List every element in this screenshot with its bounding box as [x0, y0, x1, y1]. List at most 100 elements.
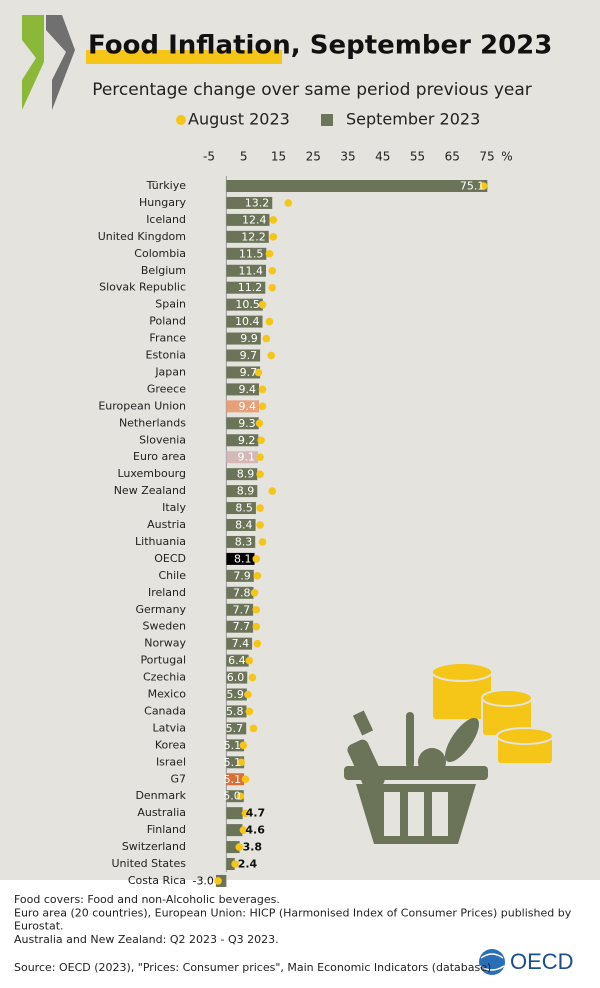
- y-tick-label: Estonia: [146, 349, 187, 362]
- dot: [237, 758, 246, 767]
- y-tick-label: Portugal: [140, 654, 186, 667]
- y-tick-label: G7: [170, 772, 186, 785]
- logo-chevron: [46, 15, 75, 110]
- bar: [226, 824, 243, 837]
- value-label: 5.7: [226, 722, 244, 735]
- logo-globe-lines: [479, 953, 505, 971]
- dot: [256, 504, 264, 512]
- value-label: 8.9: [237, 468, 255, 481]
- bar: [226, 451, 258, 464]
- y-tick-label: Norway: [144, 637, 186, 650]
- value-label: 8.4: [235, 519, 253, 532]
- y-tick-label: Greece: [147, 382, 186, 395]
- value-label: 9.7: [240, 366, 258, 379]
- dot: [236, 792, 245, 800]
- dot: [267, 351, 276, 360]
- bar: [226, 366, 261, 379]
- dot: [262, 334, 271, 343]
- value-label: 8.1: [234, 552, 252, 565]
- y-tick-label: Luxembourg: [117, 467, 186, 480]
- x-unit: %: [501, 150, 512, 164]
- bar: [226, 552, 255, 565]
- y-tick-label: Netherlands: [119, 416, 186, 429]
- y-tick-label: Spain: [155, 298, 186, 311]
- x-tick-label: 15: [271, 150, 286, 164]
- dot: [245, 656, 254, 665]
- value-label: 9.1: [237, 451, 255, 464]
- title-highlight: [86, 50, 282, 64]
- bar: [226, 654, 249, 667]
- dot: [252, 622, 261, 631]
- dot: [239, 826, 248, 834]
- y-tick-label: OECD: [154, 552, 186, 565]
- value-label: 9.9: [240, 332, 258, 345]
- y-tick-label: Italy: [162, 501, 186, 514]
- y-tick-label: Austria: [147, 518, 186, 531]
- bar: [226, 180, 488, 192]
- value-label: 5.1: [224, 773, 242, 786]
- y-tick-label: France: [149, 332, 186, 345]
- dot: [214, 877, 222, 885]
- x-tick-label: 75: [479, 150, 494, 164]
- dot: [268, 266, 277, 275]
- value-label: 9.7: [240, 349, 258, 362]
- dot: [258, 385, 267, 394]
- y-tick-label: Latvia: [153, 721, 187, 734]
- y-tick-label: Mexico: [148, 688, 187, 701]
- bar: [226, 722, 247, 735]
- y-tick-label: Hungary: [139, 196, 186, 209]
- value-label: 9.2: [238, 434, 256, 447]
- value-label: 9.4: [239, 383, 257, 396]
- bar: [226, 841, 240, 854]
- value-label: 7.7: [233, 620, 251, 633]
- y-tick-label: Colombia: [134, 247, 186, 260]
- bar: [226, 807, 243, 820]
- value-label: 4.7: [246, 807, 266, 820]
- y-tick-label: Belgium: [141, 264, 186, 277]
- value-label: 3.8: [243, 841, 263, 854]
- dot: [241, 809, 250, 817]
- y-tick-label: Finland: [147, 823, 186, 836]
- chart-subtitle: Percentage change over same period previ…: [92, 80, 532, 100]
- value-label: 4.6: [245, 824, 265, 837]
- dot: [248, 673, 257, 682]
- value-label: 8.9: [237, 485, 255, 498]
- x-tick-label: 45: [375, 150, 390, 164]
- value-label: 12.4: [242, 213, 267, 226]
- x-tick-label: 55: [410, 150, 425, 164]
- legend-swatch: [176, 115, 186, 125]
- dot: [245, 707, 254, 716]
- dot: [284, 199, 293, 207]
- x-tick-label: -5: [203, 150, 215, 164]
- y-tick-label: Czechia: [143, 671, 186, 684]
- value-label: 5.0: [223, 790, 241, 803]
- chart-title: Food Inflation, September 2023: [88, 31, 552, 61]
- y-tick-label: Chile: [158, 569, 186, 582]
- bar: [226, 434, 259, 447]
- bar: [226, 535, 256, 548]
- value-label: 7.7: [233, 603, 251, 616]
- y-tick-label: Poland: [149, 315, 186, 328]
- dot: [255, 419, 264, 428]
- dot: [258, 538, 267, 546]
- bar: [226, 773, 245, 786]
- y-tick-label: Ireland: [148, 586, 186, 599]
- bar: [226, 298, 263, 311]
- value-label: 5.9: [226, 688, 244, 701]
- dot: [268, 283, 277, 292]
- value-label: 8.5: [235, 502, 253, 515]
- value-label: 6.4: [228, 654, 246, 667]
- bar: [226, 519, 256, 531]
- bar: [226, 502, 256, 515]
- dot: [258, 402, 267, 411]
- dot: [269, 233, 278, 241]
- value-label: -3.0: [192, 874, 213, 887]
- y-tick-label: Denmark: [135, 789, 186, 802]
- value-label: 13.2: [245, 196, 270, 209]
- y-tick-label: Switzerland: [122, 840, 186, 853]
- y-tick-label: Türkiye: [146, 179, 187, 192]
- bar: [226, 858, 235, 870]
- bar: [226, 230, 269, 243]
- value-label: 6.0: [227, 671, 245, 684]
- dot: [256, 521, 264, 529]
